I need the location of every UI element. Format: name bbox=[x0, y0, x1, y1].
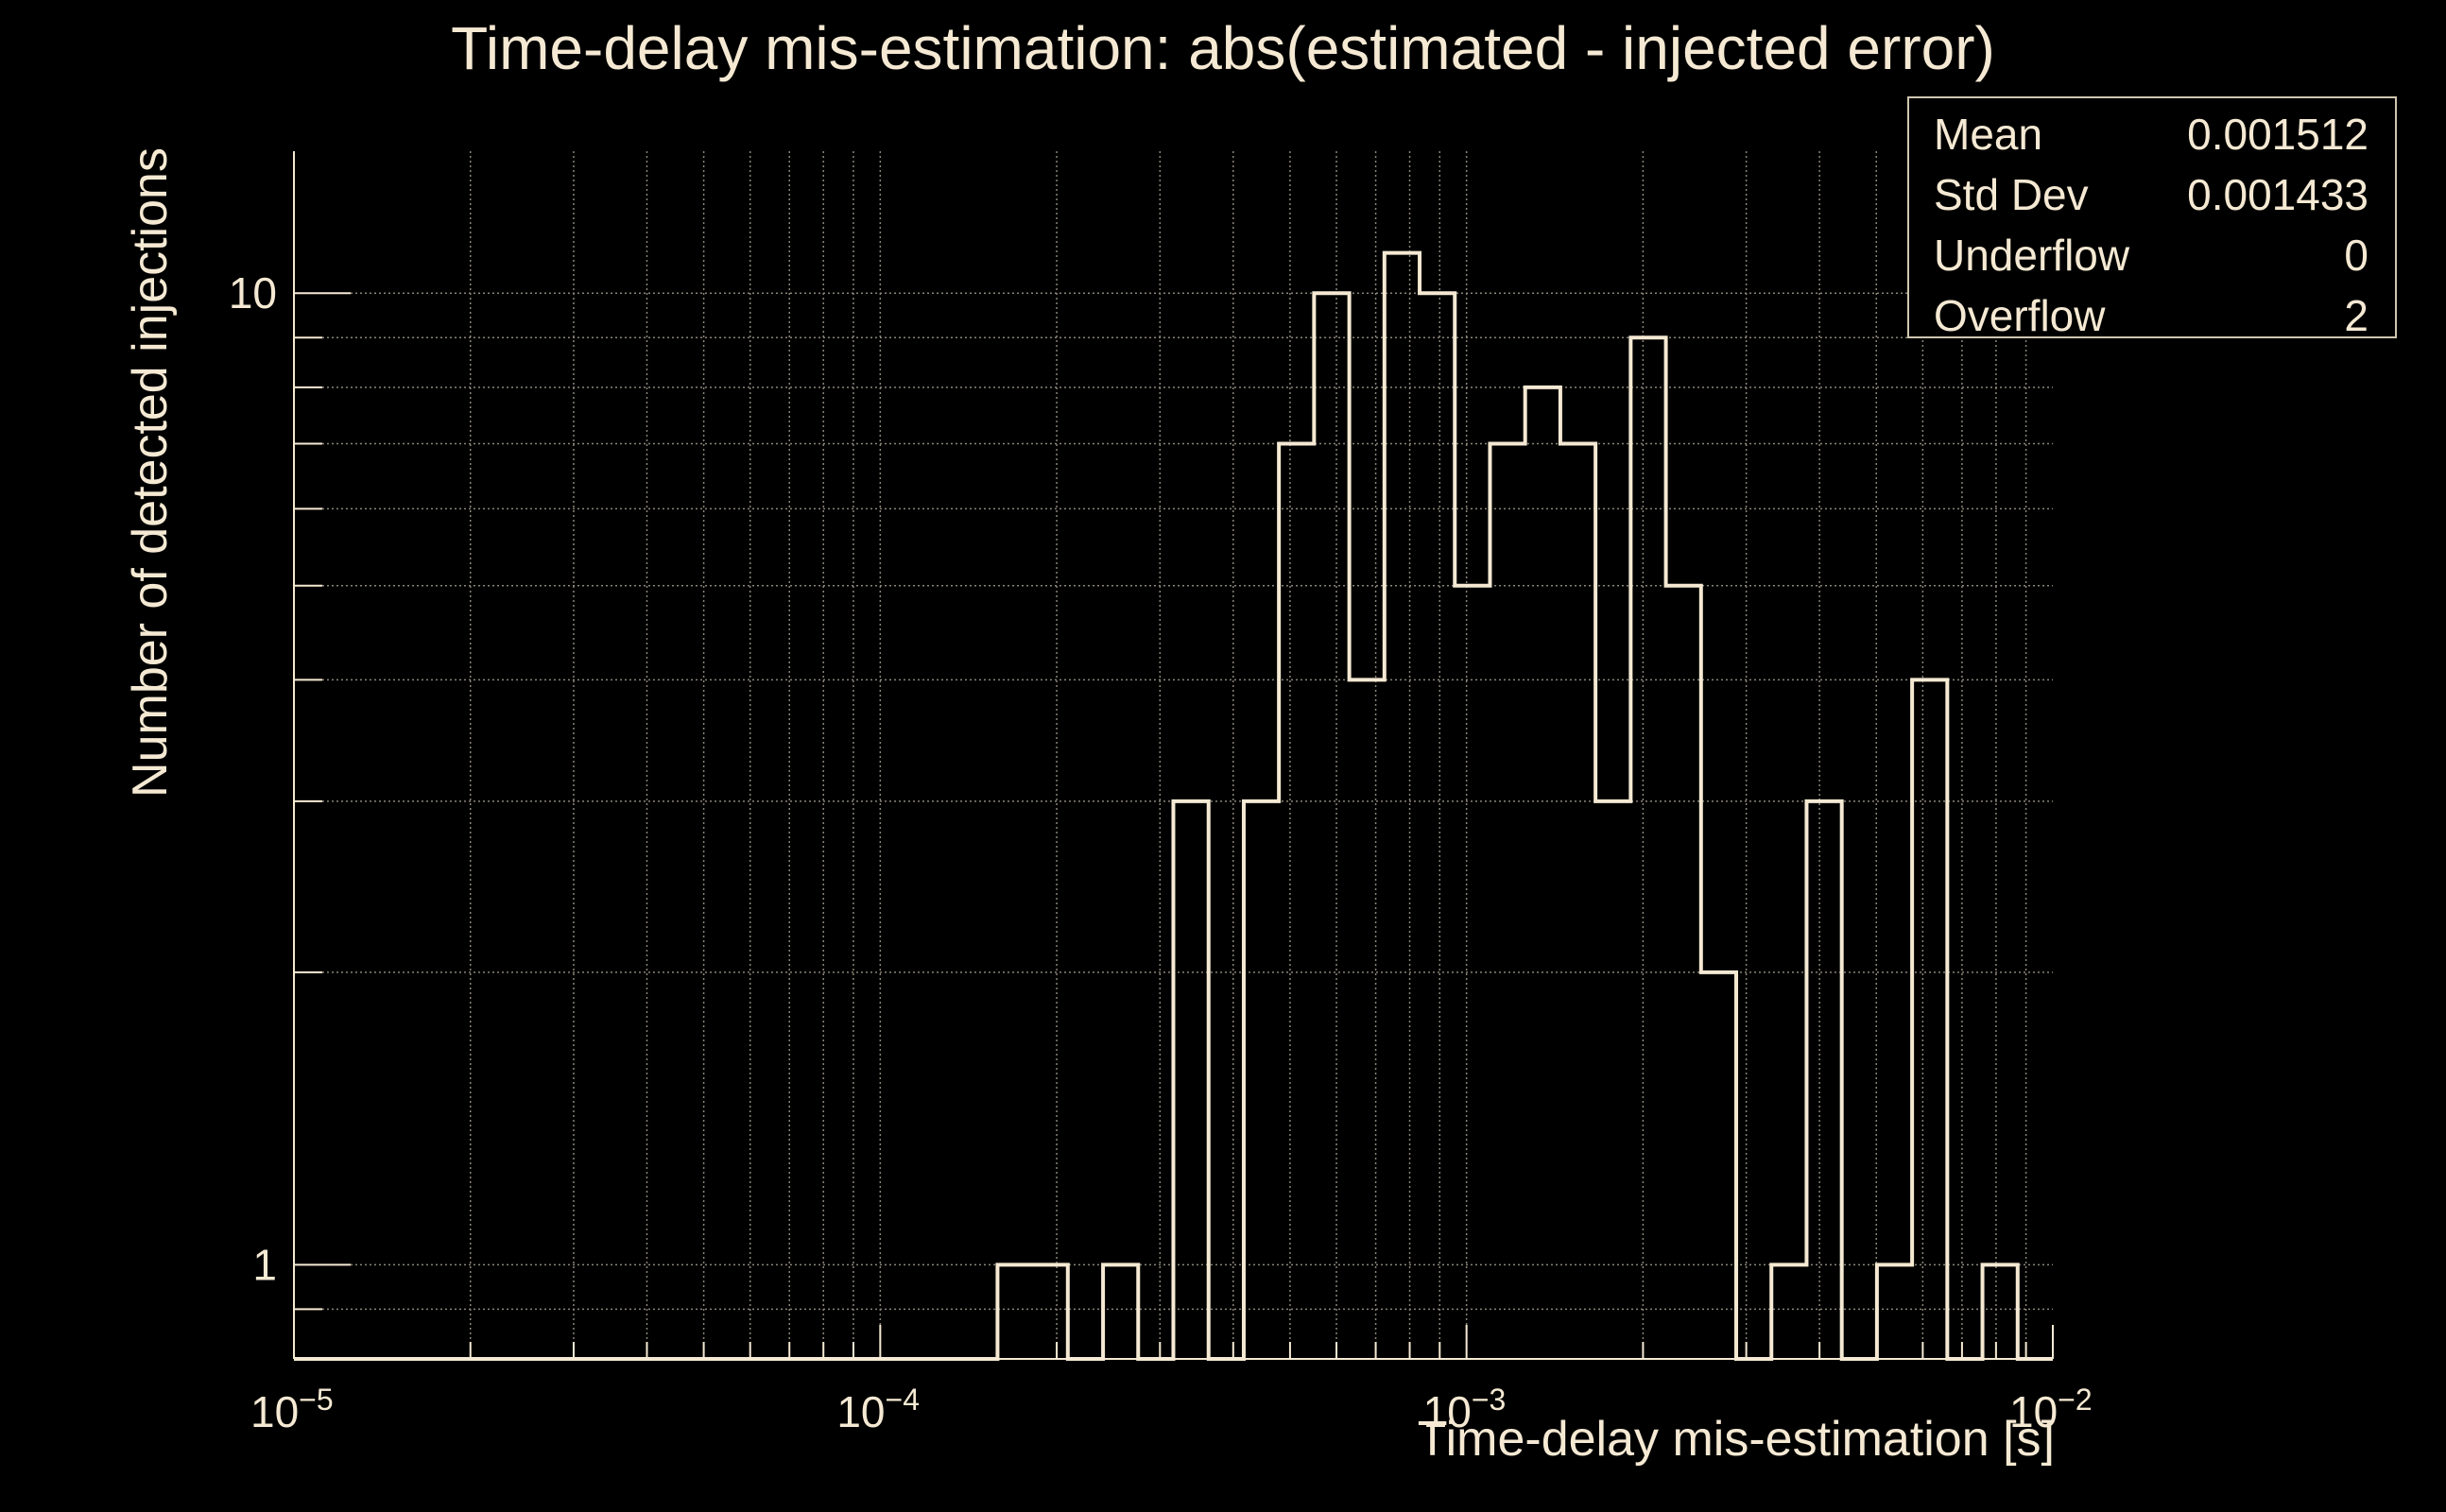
x-tick-label: 10−2 bbox=[2009, 1383, 2093, 1436]
histogram-bin bbox=[1877, 1264, 1912, 1359]
histogram-bin bbox=[1560, 443, 1595, 1359]
stats-box: Mean 0.001512 Std Dev 0.001433 Underflow… bbox=[1907, 96, 2397, 340]
tick-labels: 1 10 10−5 10−4 10−3 10−2 bbox=[229, 268, 2093, 1436]
histogram-bin bbox=[1314, 293, 1349, 1359]
y-tick-label: 10 bbox=[229, 268, 277, 318]
histogram-bin bbox=[1455, 586, 1490, 1359]
stats-key: Underflow bbox=[1934, 231, 2130, 280]
histogram-bin bbox=[1701, 972, 1736, 1359]
histogram-bin bbox=[1350, 679, 1385, 1359]
stats-value: 0.001512 bbox=[2187, 110, 2368, 159]
stats-row-std-dev: Std Dev 0.001433 bbox=[1934, 164, 2368, 225]
y-axis-label: Number of detected injections bbox=[123, 147, 178, 798]
y-tick-label: 1 bbox=[252, 1240, 277, 1289]
x-tick-label: 10−5 bbox=[250, 1383, 334, 1436]
stats-key: Std Dev bbox=[1934, 170, 2089, 219]
histogram-bin bbox=[997, 1264, 1067, 1359]
histogram-bin bbox=[1490, 443, 1524, 1359]
histogram-bin bbox=[1385, 253, 1420, 1359]
chart-title: Time-delay mis-estimation: abs(estimated… bbox=[451, 14, 1995, 82]
histogram-bin bbox=[1103, 1264, 1138, 1359]
x-axis-label: Time-delay mis-estimation [s] bbox=[1418, 1412, 2055, 1467]
histogram-bin bbox=[1173, 801, 1208, 1359]
histogram-series bbox=[294, 250, 2053, 1361]
histogram-bin bbox=[1666, 586, 1701, 1359]
x-tick-label: 10−3 bbox=[1423, 1383, 1507, 1436]
histogram-bin bbox=[1525, 387, 1560, 1359]
histogram-bin bbox=[1912, 679, 1947, 1359]
x-tick-label: 10−4 bbox=[836, 1383, 920, 1436]
histogram-bin bbox=[1279, 443, 1314, 1359]
stats-value: 2 bbox=[2344, 291, 2368, 340]
stats-row-mean: Mean 0.001512 bbox=[1934, 104, 2368, 164]
stats-key: Mean bbox=[1934, 110, 2043, 159]
histogram-bin bbox=[1595, 801, 1630, 1359]
histogram-outline bbox=[294, 250, 2053, 1361]
stats-value: 0.001433 bbox=[2187, 170, 2368, 219]
stats-row-overflow: Overflow 2 bbox=[1934, 285, 2368, 346]
histogram-bin bbox=[1244, 801, 1279, 1359]
histogram-bin bbox=[1806, 801, 1841, 1359]
stats-value: 0 bbox=[2344, 231, 2368, 280]
stats-key: Overflow bbox=[1934, 291, 2106, 340]
stats-row-underflow: Underflow 0 bbox=[1934, 225, 2368, 285]
histogram-bin bbox=[1420, 293, 1455, 1359]
histogram-bin bbox=[1630, 337, 1665, 1359]
histogram-bin bbox=[1983, 1264, 2018, 1359]
histogram-bin bbox=[1771, 1264, 1806, 1359]
